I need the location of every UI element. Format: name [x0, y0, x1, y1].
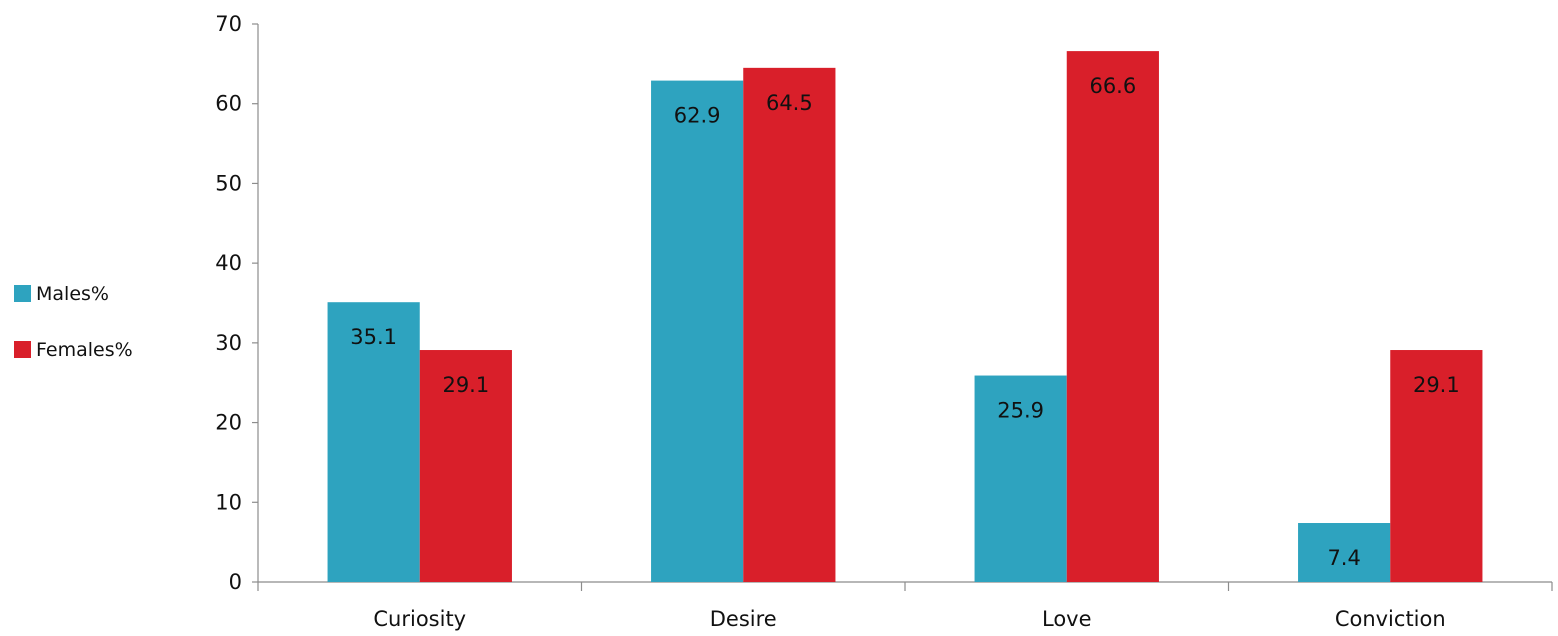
- bar-curiosity-males: [327, 302, 420, 582]
- y-tick-label: 20: [215, 411, 242, 435]
- bar-desire-females: [743, 67, 836, 583]
- category-label: Curiosity: [373, 607, 466, 631]
- category-label: Love: [1042, 607, 1092, 631]
- y-tick-label: 0: [229, 570, 242, 594]
- data-label: 7.4: [1327, 546, 1360, 570]
- y-tick-label: 10: [215, 490, 242, 514]
- data-label: 66.6: [1089, 74, 1136, 98]
- bar-curiosity-females: [419, 350, 512, 582]
- data-label: 29.1: [1413, 373, 1460, 397]
- y-tick-label: 70: [215, 12, 242, 36]
- bar-conviction-males: [1298, 523, 1391, 582]
- legend-label: Males%: [36, 283, 109, 305]
- data-label: 29.1: [442, 373, 489, 397]
- y-tick-label: 40: [215, 251, 242, 275]
- legend: Males% Females%: [14, 283, 133, 361]
- legend-swatch: [14, 285, 31, 302]
- bar-conviction-females: [1390, 350, 1483, 582]
- category-label: Desire: [710, 607, 777, 631]
- bar-love-males: [974, 375, 1067, 582]
- y-tick-label: 60: [215, 92, 242, 116]
- bar-desire-males: [651, 80, 744, 583]
- y-axis: 0 10 20 30 40 50 60 70: [215, 12, 259, 594]
- x-axis: Curiosity Desire Love Conviction: [257, 581, 1553, 631]
- y-tick-label: 30: [215, 331, 242, 355]
- category-label: Conviction: [1335, 607, 1446, 631]
- legend-label: Females%: [36, 339, 133, 361]
- legend-swatch: [14, 341, 31, 358]
- data-label: 62.9: [674, 104, 721, 128]
- y-tick-label: 50: [215, 171, 242, 195]
- data-labels: 35.1 29.1 62.9 64.5 25.9 66.6 7.4 29.1: [350, 74, 1459, 570]
- data-label: 25.9: [997, 399, 1044, 423]
- bars: [327, 51, 1483, 583]
- bar-love-females: [1066, 51, 1159, 583]
- data-label: 64.5: [766, 91, 813, 115]
- data-label: 35.1: [350, 325, 397, 349]
